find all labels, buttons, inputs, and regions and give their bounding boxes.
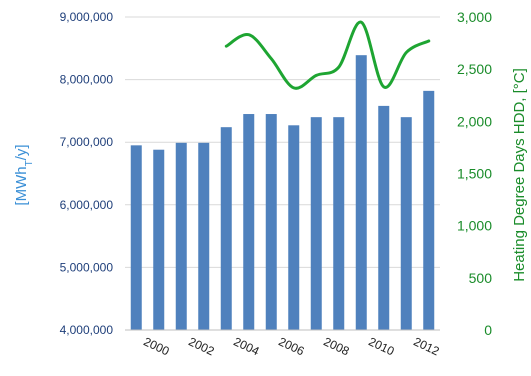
bar [130, 145, 142, 330]
bar [198, 142, 210, 330]
left-tick-label: 4,000,000 [60, 323, 114, 337]
bar [265, 114, 277, 330]
bar-series [130, 55, 435, 331]
bar [423, 90, 435, 330]
right-tick-label: 0 [484, 322, 492, 338]
x-tick-label: 2006 [276, 334, 306, 358]
right-tick-label: 2,500 [457, 61, 492, 77]
x-tick-label: 2000 [141, 334, 171, 358]
bar [378, 105, 390, 330]
left-tick-label: 8,000,000 [60, 73, 114, 87]
right-tick-label: 1,000 [457, 218, 492, 234]
right-axis-ticks: 0 500 1,000 1,500 2,000 2,500 3,000 [457, 9, 492, 338]
x-tick-label: 2002 [186, 334, 216, 358]
right-tick-label: 3,000 [457, 9, 492, 25]
x-tick-label: 2008 [321, 334, 351, 358]
gridlines [125, 16, 440, 268]
left-axis-label: [MWhT/y] [13, 144, 35, 205]
left-axis-ticks: 4,000,000 5,000,000 6,000,000 7,000,000 8,00… [60, 10, 114, 337]
left-tick-label: 6,000,000 [60, 198, 114, 212]
left-tick-label: 5,000,000 [60, 260, 114, 274]
bar [288, 125, 300, 330]
bar [310, 117, 322, 330]
bar [175, 142, 187, 330]
x-axis-ticks: 2000 2002 2004 2006 2008 2010 2012 [141, 334, 441, 358]
left-tick-label: 9,000,000 [60, 10, 114, 24]
right-axis-label: Heating Degree Days HDD, [°C] [511, 68, 528, 282]
x-tick-label: 2004 [231, 334, 261, 358]
right-tick-label: 500 [469, 270, 493, 286]
bar [400, 117, 412, 330]
right-tick-label: 2,000 [457, 113, 492, 129]
x-tick-label: 2012 [411, 334, 441, 358]
left-tick-label: 7,000,000 [60, 135, 114, 149]
hdd-line [224, 20, 431, 90]
bar [220, 127, 232, 331]
bar [243, 114, 255, 330]
bar [153, 149, 165, 330]
x-tick-label: 2010 [366, 334, 396, 358]
right-tick-label: 1,500 [457, 166, 492, 182]
bar [355, 55, 367, 330]
bar [333, 117, 345, 330]
line-series [224, 20, 431, 90]
